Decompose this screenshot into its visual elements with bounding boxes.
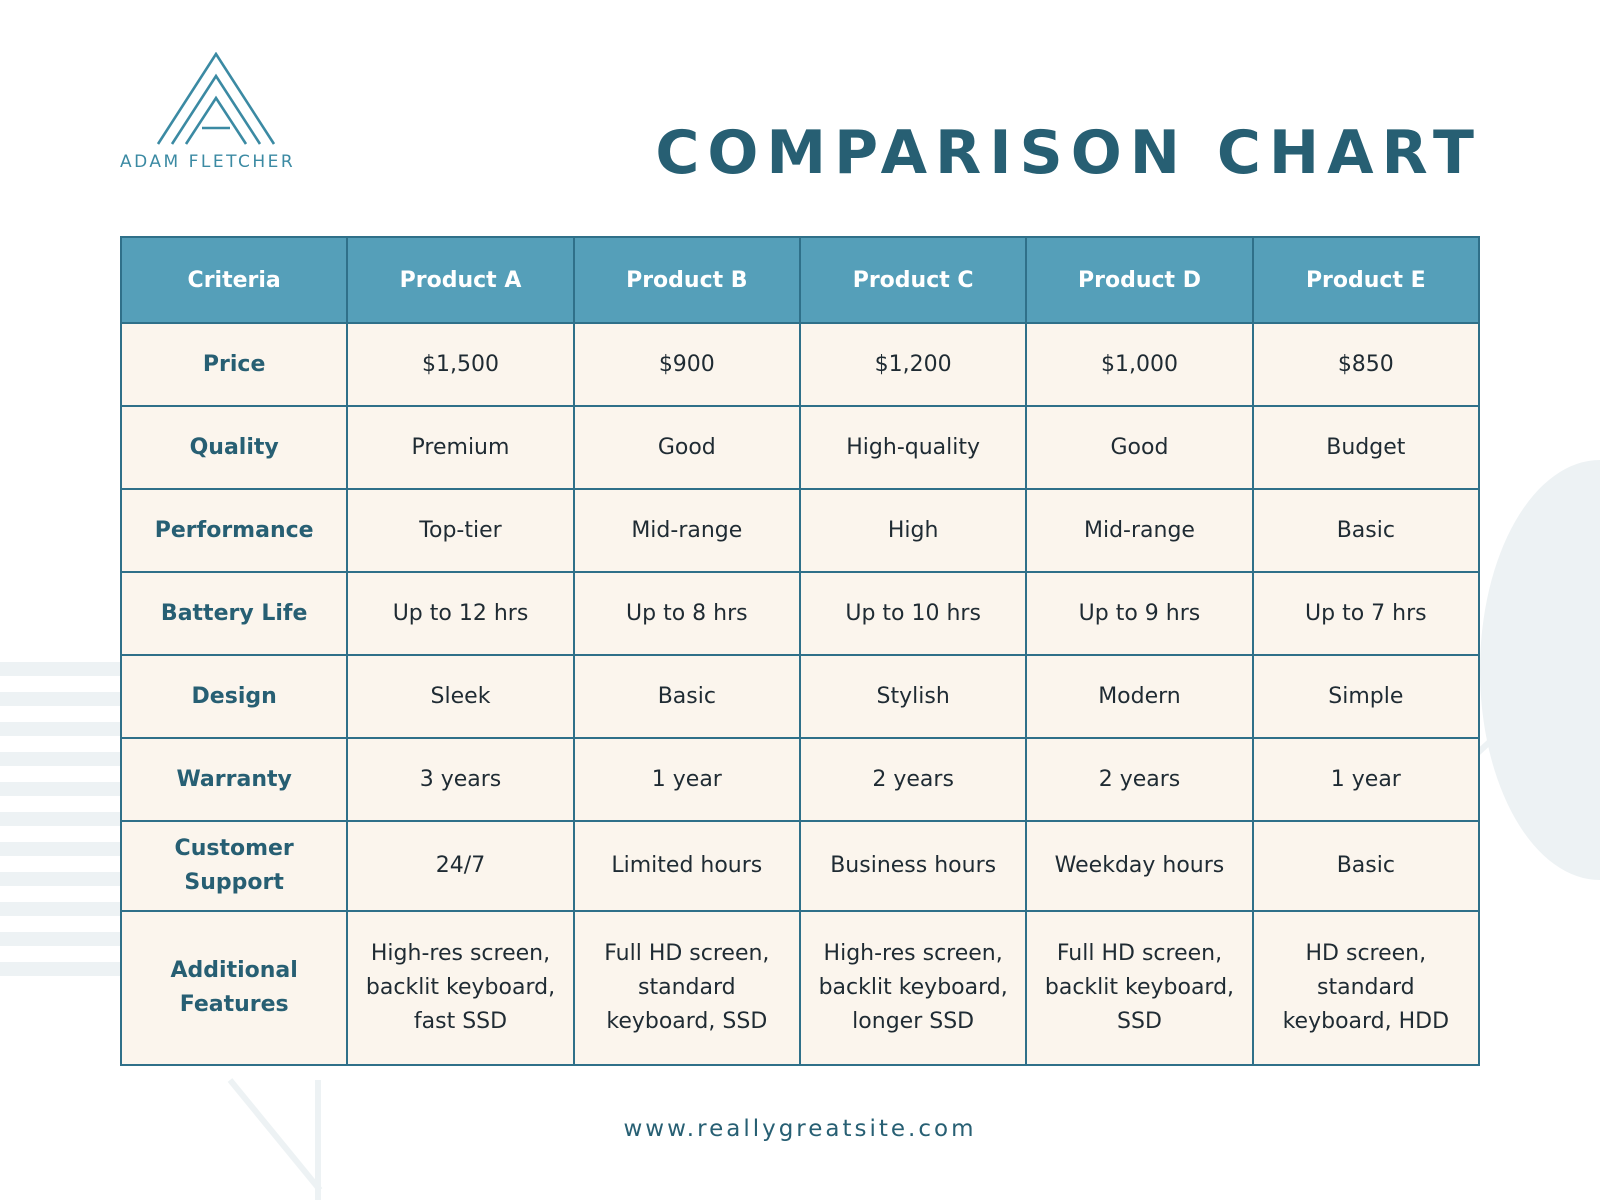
table-row: Additional Features High-res screen, bac… [119,910,1481,1066]
value-cell: $1,000 [1025,322,1254,407]
header-product-e: Product E [1251,236,1481,324]
value-cell: 2 years [798,737,1028,822]
criterion-cell: Warranty [119,737,349,822]
value-cell: Simple [1251,654,1481,739]
value-cell: Sleek [346,654,575,739]
header-product-a: Product A [346,236,575,324]
value-cell: High-res screen, backlit keyboard, fast … [346,910,575,1066]
value-cell: $1,200 [798,322,1028,407]
table-row: Price $1,500 $900 $1,200 $1,000 $850 [119,322,1481,407]
value-cell: Basic [1251,488,1481,573]
value-cell: Up to 9 hrs [1025,571,1254,656]
value-cell: Stylish [798,654,1028,739]
table-row: Warranty 3 years 1 year 2 years 2 years … [119,737,1481,822]
value-cell: Full HD screen, standard keyboard, SSD [572,910,801,1066]
value-cell: 1 year [572,737,801,822]
value-cell: Premium [346,405,575,490]
value-cell: High [798,488,1028,573]
criterion-cell: Additional Features [119,910,349,1066]
value-cell: Budget [1251,405,1481,490]
value-cell: High-quality [798,405,1028,490]
criterion-cell: Customer Support [119,820,349,912]
header-product-c: Product C [798,236,1028,324]
value-cell: Full HD screen, backlit keyboard, SSD [1025,910,1254,1066]
value-cell: 3 years [346,737,575,822]
header-product-d: Product D [1025,236,1254,324]
value-cell: 1 year [1251,737,1481,822]
table-row: Design Sleek Basic Stylish Modern Simple [119,654,1481,739]
table-row: Quality Premium Good High-quality Good B… [119,405,1481,490]
criterion-cell: Quality [119,405,349,490]
header-criteria: Criteria [119,236,349,324]
value-cell: Up to 10 hrs [798,571,1028,656]
value-cell: Weekday hours [1025,820,1254,912]
value-cell: Top-tier [346,488,575,573]
value-cell: Good [572,405,801,490]
value-cell: $850 [1251,322,1481,407]
website-link[interactable]: www.reallygreatsite.com [623,1116,977,1142]
value-cell: $900 [572,322,801,407]
value-cell: Up to 7 hrs [1251,571,1481,656]
table-header-row: Criteria Product A Product B Product C P… [119,236,1481,324]
value-cell: Business hours [798,820,1028,912]
value-cell: Good [1025,405,1254,490]
criterion-cell: Performance [119,488,349,573]
value-cell: Up to 12 hrs [346,571,575,656]
value-cell: Mid-range [1025,488,1254,573]
value-cell: Basic [1251,820,1481,912]
value-cell: Up to 8 hrs [572,571,801,656]
table-row: Performance Top-tier Mid-range High Mid-… [119,488,1481,573]
triangle-lines-icon [156,52,276,145]
header-product-b: Product B [572,236,801,324]
value-cell: Modern [1025,654,1254,739]
value-cell: High-res screen, backlit keyboard, longe… [798,910,1028,1066]
criterion-cell: Design [119,654,349,739]
value-cell: Limited hours [572,820,801,912]
criterion-cell: Battery Life [119,571,349,656]
value-cell: HD screen, standard keyboard, HDD [1251,910,1481,1066]
table-row: Battery Life Up to 12 hrs Up to 8 hrs Up… [119,571,1481,656]
value-cell: Mid-range [572,488,801,573]
value-cell: $1,500 [346,322,575,407]
table-row: Customer Support 24/7 Limited hours Busi… [119,820,1481,912]
comparison-table: Criteria Product A Product B Product C P… [119,236,1481,1066]
brand-name: ADAM FLETCHER [120,152,296,172]
value-cell: 24/7 [346,820,575,912]
criterion-cell: Price [119,322,349,407]
brand-logo: ADAM FLETCHER [120,52,310,172]
value-cell: 2 years [1025,737,1254,822]
page-title: COMPARISON CHART [655,118,1482,188]
value-cell: Basic [572,654,801,739]
